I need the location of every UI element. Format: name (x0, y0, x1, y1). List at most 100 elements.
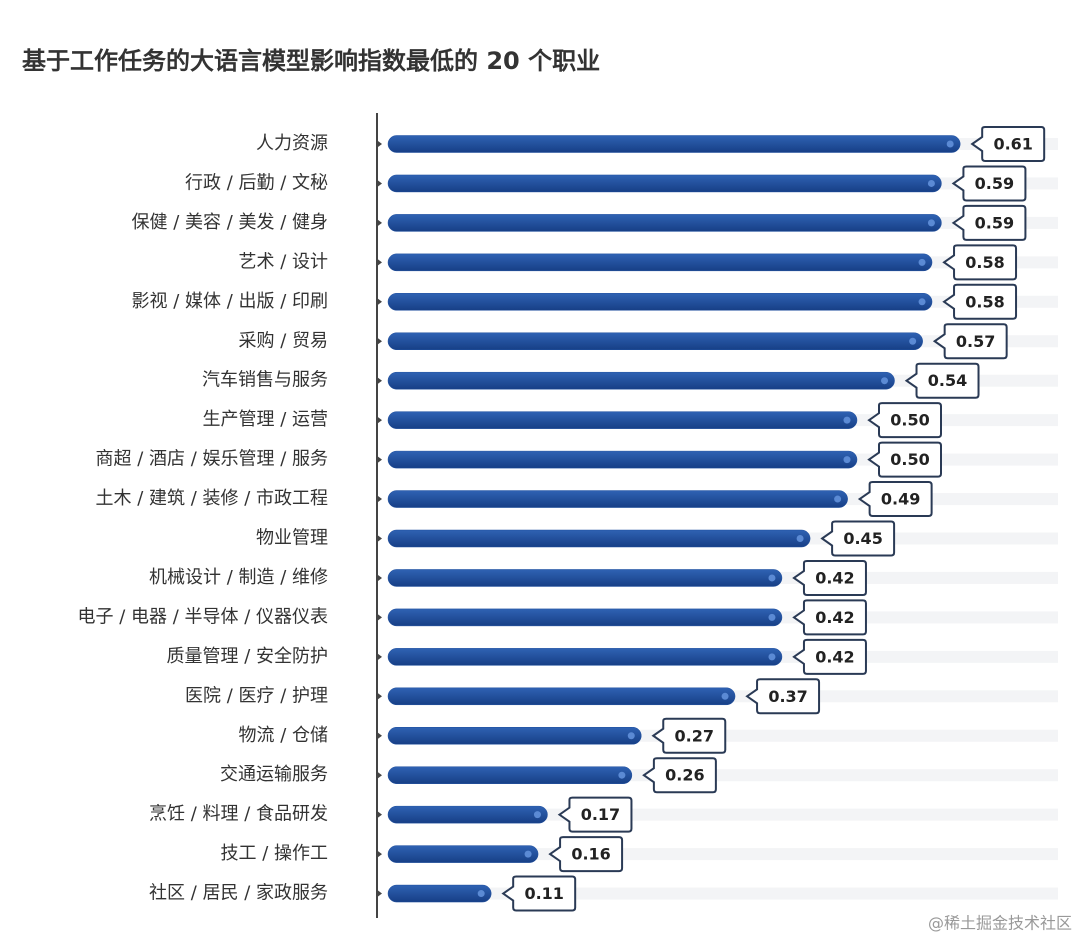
value-callout (932, 323, 1008, 360)
bar-end-dot (918, 258, 926, 266)
tick (378, 693, 382, 700)
category-label: 物流 / 仓储 (238, 725, 328, 746)
category-label: 采购 / 贸易 (238, 330, 328, 351)
tick (378, 890, 382, 897)
tick (378, 496, 382, 503)
value-label: 0.50 (890, 450, 929, 469)
bar (387, 411, 858, 429)
bar (387, 529, 811, 548)
bar-end-dot (927, 219, 935, 227)
category-label: 机械设计 / 制造 / 维修 (149, 567, 328, 588)
bar-end-dot (768, 613, 776, 621)
value-callout (792, 559, 867, 596)
value-callout (557, 796, 633, 833)
value-callout (970, 126, 1046, 162)
category-label: 生产管理 / 运营 (202, 409, 328, 430)
bar-end-dot (946, 140, 954, 148)
value-callout (942, 244, 1018, 281)
tick (378, 772, 382, 779)
bar-end-dot (918, 298, 926, 306)
bar-end-dot (533, 811, 541, 819)
bar (387, 687, 736, 706)
bar-end-dot (618, 771, 626, 779)
value-callout (951, 165, 1027, 202)
value-label: 0.59 (975, 213, 1014, 232)
bar-end-dot (796, 535, 804, 542)
bar-end-dot (627, 732, 635, 740)
bar-end-dot (834, 495, 842, 503)
tick (378, 614, 382, 621)
tick (378, 417, 382, 424)
tick (378, 298, 382, 305)
bar (387, 569, 783, 587)
value-callout (548, 836, 624, 873)
bar (387, 805, 548, 824)
value-callout (651, 717, 727, 754)
value-label: 0.59 (975, 174, 1014, 193)
bar-end-dot (881, 377, 889, 385)
tick (378, 338, 382, 345)
value-label: 0.17 (581, 805, 620, 824)
bar-end-dot (768, 653, 776, 661)
category-label: 质量管理 / 安全防护 (166, 646, 328, 667)
category-label: 社区 / 居民 / 家政服务 (149, 883, 328, 904)
category-label: 商超 / 酒店 / 娱乐管理 / 服务 (95, 449, 328, 470)
chart-title: 基于工作任务的大语言模型影响指数最低的 20 个职业 (22, 47, 600, 75)
value-label: 0.27 (675, 726, 714, 745)
value-callout (792, 638, 867, 675)
bar (387, 332, 923, 350)
bar (387, 293, 933, 311)
value-label: 0.42 (815, 608, 854, 627)
bar-end-dot (843, 456, 851, 464)
value-callout (867, 441, 942, 478)
category-label: 交通运输服务 (220, 764, 328, 785)
bar (387, 884, 492, 903)
value-callout (745, 678, 821, 715)
category-label: 电子 / 电器 / 半导体 / 仪器仪表 (77, 606, 328, 627)
value-callout (867, 402, 942, 439)
bar-end-dot (768, 574, 776, 582)
value-callout (501, 875, 577, 912)
tick (378, 732, 382, 739)
bar (387, 490, 848, 508)
value-label: 0.37 (768, 687, 807, 706)
bar-end-dot (927, 179, 935, 187)
category-label: 土木 / 建筑 / 装修 / 市政工程 (95, 488, 328, 509)
tick (378, 377, 382, 384)
tick (378, 456, 382, 463)
watermark: @稀土掘金技术社区 (928, 914, 1072, 933)
bar (387, 450, 858, 469)
value-label: 0.58 (965, 253, 1004, 272)
category-label: 艺术 / 设计 (238, 251, 328, 272)
tick (378, 851, 382, 858)
bar-end-dot (524, 850, 532, 858)
tick (378, 259, 382, 266)
value-label: 0.26 (665, 766, 704, 785)
tick (378, 574, 382, 581)
value-label: 0.42 (815, 647, 854, 666)
bar-end-dot (477, 890, 485, 898)
value-label: 0.49 (881, 490, 920, 509)
value-label: 0.50 (890, 411, 929, 430)
value-callout (942, 283, 1018, 320)
bar (387, 253, 933, 272)
bar (387, 214, 942, 232)
value-label: 0.57 (956, 332, 995, 351)
category-label: 物业管理 (256, 528, 328, 549)
row-stripe (390, 808, 1058, 821)
bar (387, 648, 783, 666)
value-label: 0.42 (815, 568, 854, 587)
value-callout (792, 599, 867, 636)
tick (378, 653, 382, 660)
value-label: 0.61 (993, 135, 1032, 154)
value-callout (951, 204, 1027, 241)
value-label: 0.45 (843, 529, 882, 548)
tick (378, 180, 382, 187)
value-label: 0.16 (571, 845, 610, 864)
value-callout (820, 520, 896, 557)
bar (387, 135, 961, 153)
value-label: 0.58 (965, 292, 1004, 311)
bar (387, 608, 783, 627)
category-label: 保健 / 美容 / 美发 / 健身 (131, 212, 328, 233)
